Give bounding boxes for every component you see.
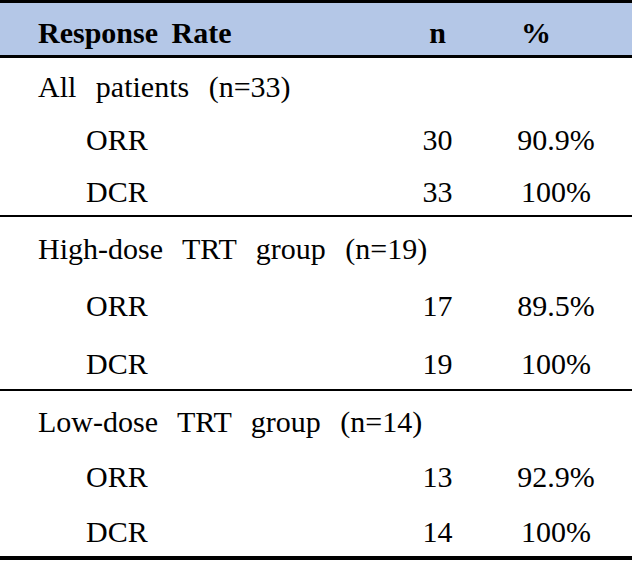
header-n: n (395, 2, 480, 57)
page: Response Rate n % All patients (n=33) OR… (0, 0, 632, 576)
section-title: All patients (n=33) (0, 57, 632, 110)
n-value-cell: 33 (395, 163, 480, 216)
row-label-cell: ORR (0, 446, 395, 502)
section-title-row-high-dose: High-dose TRT group (n=19) (0, 216, 632, 274)
n-value-cell: 30 (395, 110, 480, 163)
section-title: High-dose TRT group (n=19) (0, 216, 632, 274)
pct-value-cell: 100% (480, 502, 632, 558)
table-row: ORR 30 90.9% (0, 110, 632, 163)
row-label-cell: DCR (0, 502, 395, 558)
table-row: DCR 14 100% (0, 502, 632, 558)
table-row: DCR 19 100% (0, 332, 632, 390)
table-row: ORR 17 89.5% (0, 274, 632, 332)
table-header-row: Response Rate n % (0, 2, 632, 57)
pct-value-cell: 100% (480, 163, 632, 216)
section-title-row-all-patients: All patients (n=33) (0, 57, 632, 110)
pct-value-cell: 90.9% (480, 110, 632, 163)
row-label-cell: ORR (0, 274, 395, 332)
pct-value-cell: 100% (480, 332, 632, 390)
pct-value-cell: 89.5% (480, 274, 632, 332)
n-value-cell: 19 (395, 332, 480, 390)
section-title-row-low-dose: Low-dose TRT group (n=14) (0, 390, 632, 446)
header-percent: % (480, 2, 632, 57)
row-label-cell: DCR (0, 332, 395, 390)
table-row: ORR 13 92.9% (0, 446, 632, 502)
table-row: DCR 33 100% (0, 163, 632, 216)
row-label-cell: DCR (0, 163, 395, 216)
section-title: Low-dose TRT group (n=14) (0, 390, 632, 446)
n-value-cell: 14 (395, 502, 480, 558)
pct-value-cell: 92.9% (480, 446, 632, 502)
response-rate-table: Response Rate n % All patients (n=33) OR… (0, 0, 632, 560)
n-value-cell: 17 (395, 274, 480, 332)
n-value-cell: 13 (395, 446, 480, 502)
header-response-rate: Response Rate (0, 2, 395, 57)
row-label-cell: ORR (0, 110, 395, 163)
